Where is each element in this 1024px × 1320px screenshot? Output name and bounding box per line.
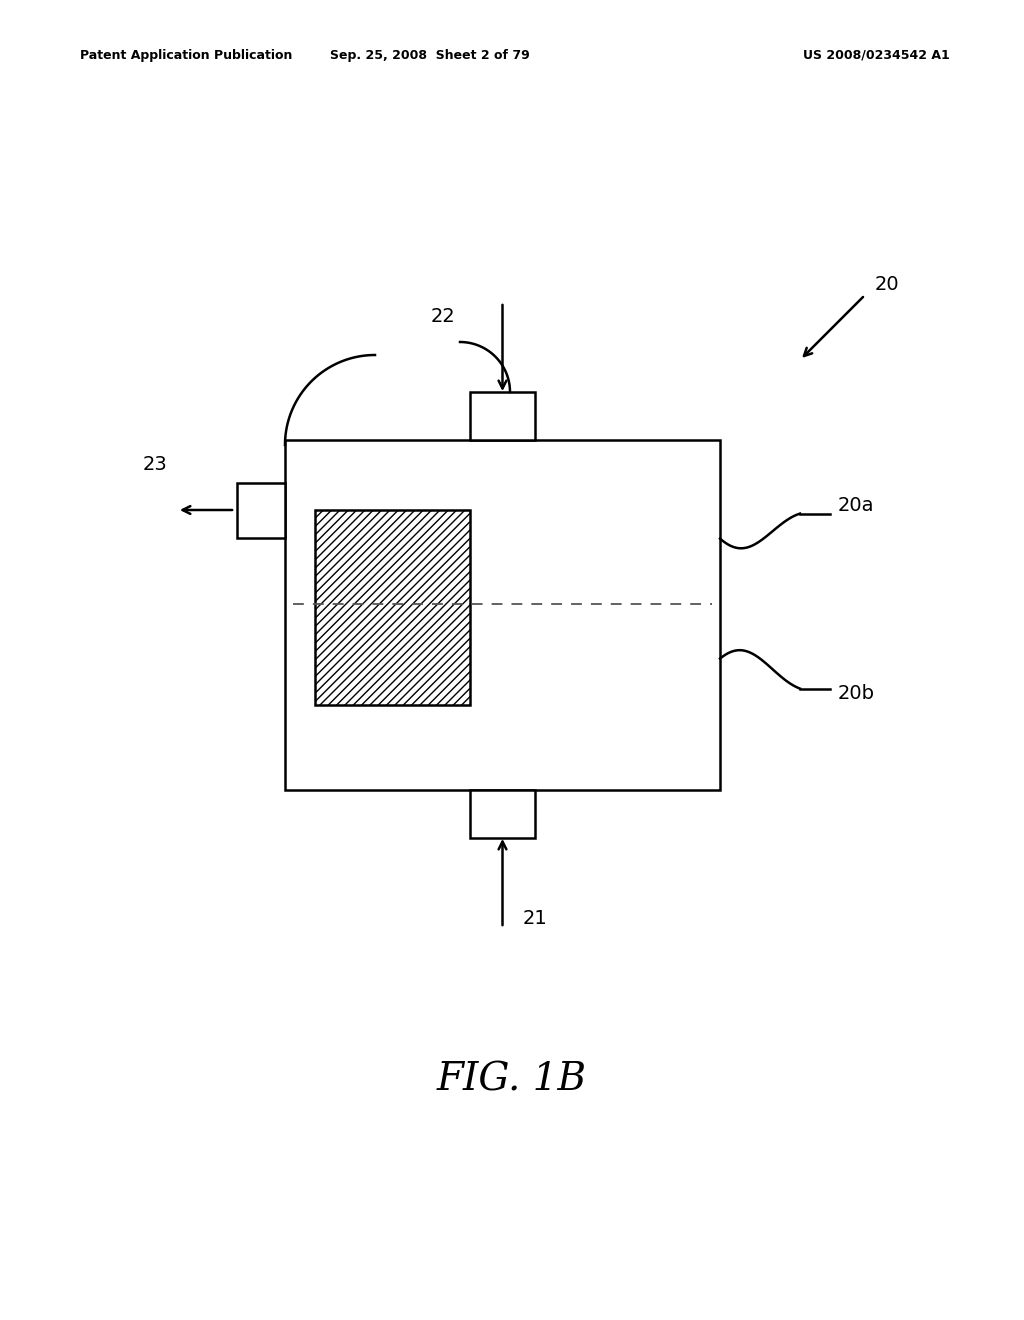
Text: Sep. 25, 2008  Sheet 2 of 79: Sep. 25, 2008 Sheet 2 of 79 — [330, 49, 529, 62]
Text: 20b: 20b — [838, 684, 874, 704]
Text: 21: 21 — [522, 908, 547, 928]
Text: 20a: 20a — [838, 496, 874, 515]
Bar — [237, 483, 285, 537]
Text: US 2008/0234542 A1: US 2008/0234542 A1 — [803, 49, 950, 62]
Text: 20: 20 — [874, 276, 900, 294]
Bar — [315, 510, 470, 705]
Text: FIG. 1B: FIG. 1B — [437, 1061, 587, 1098]
Text: Patent Application Publication: Patent Application Publication — [80, 49, 293, 62]
Bar — [285, 440, 720, 789]
Bar — [470, 392, 535, 440]
Bar — [470, 789, 535, 838]
Text: 23: 23 — [142, 455, 167, 474]
Text: 22: 22 — [430, 308, 455, 326]
